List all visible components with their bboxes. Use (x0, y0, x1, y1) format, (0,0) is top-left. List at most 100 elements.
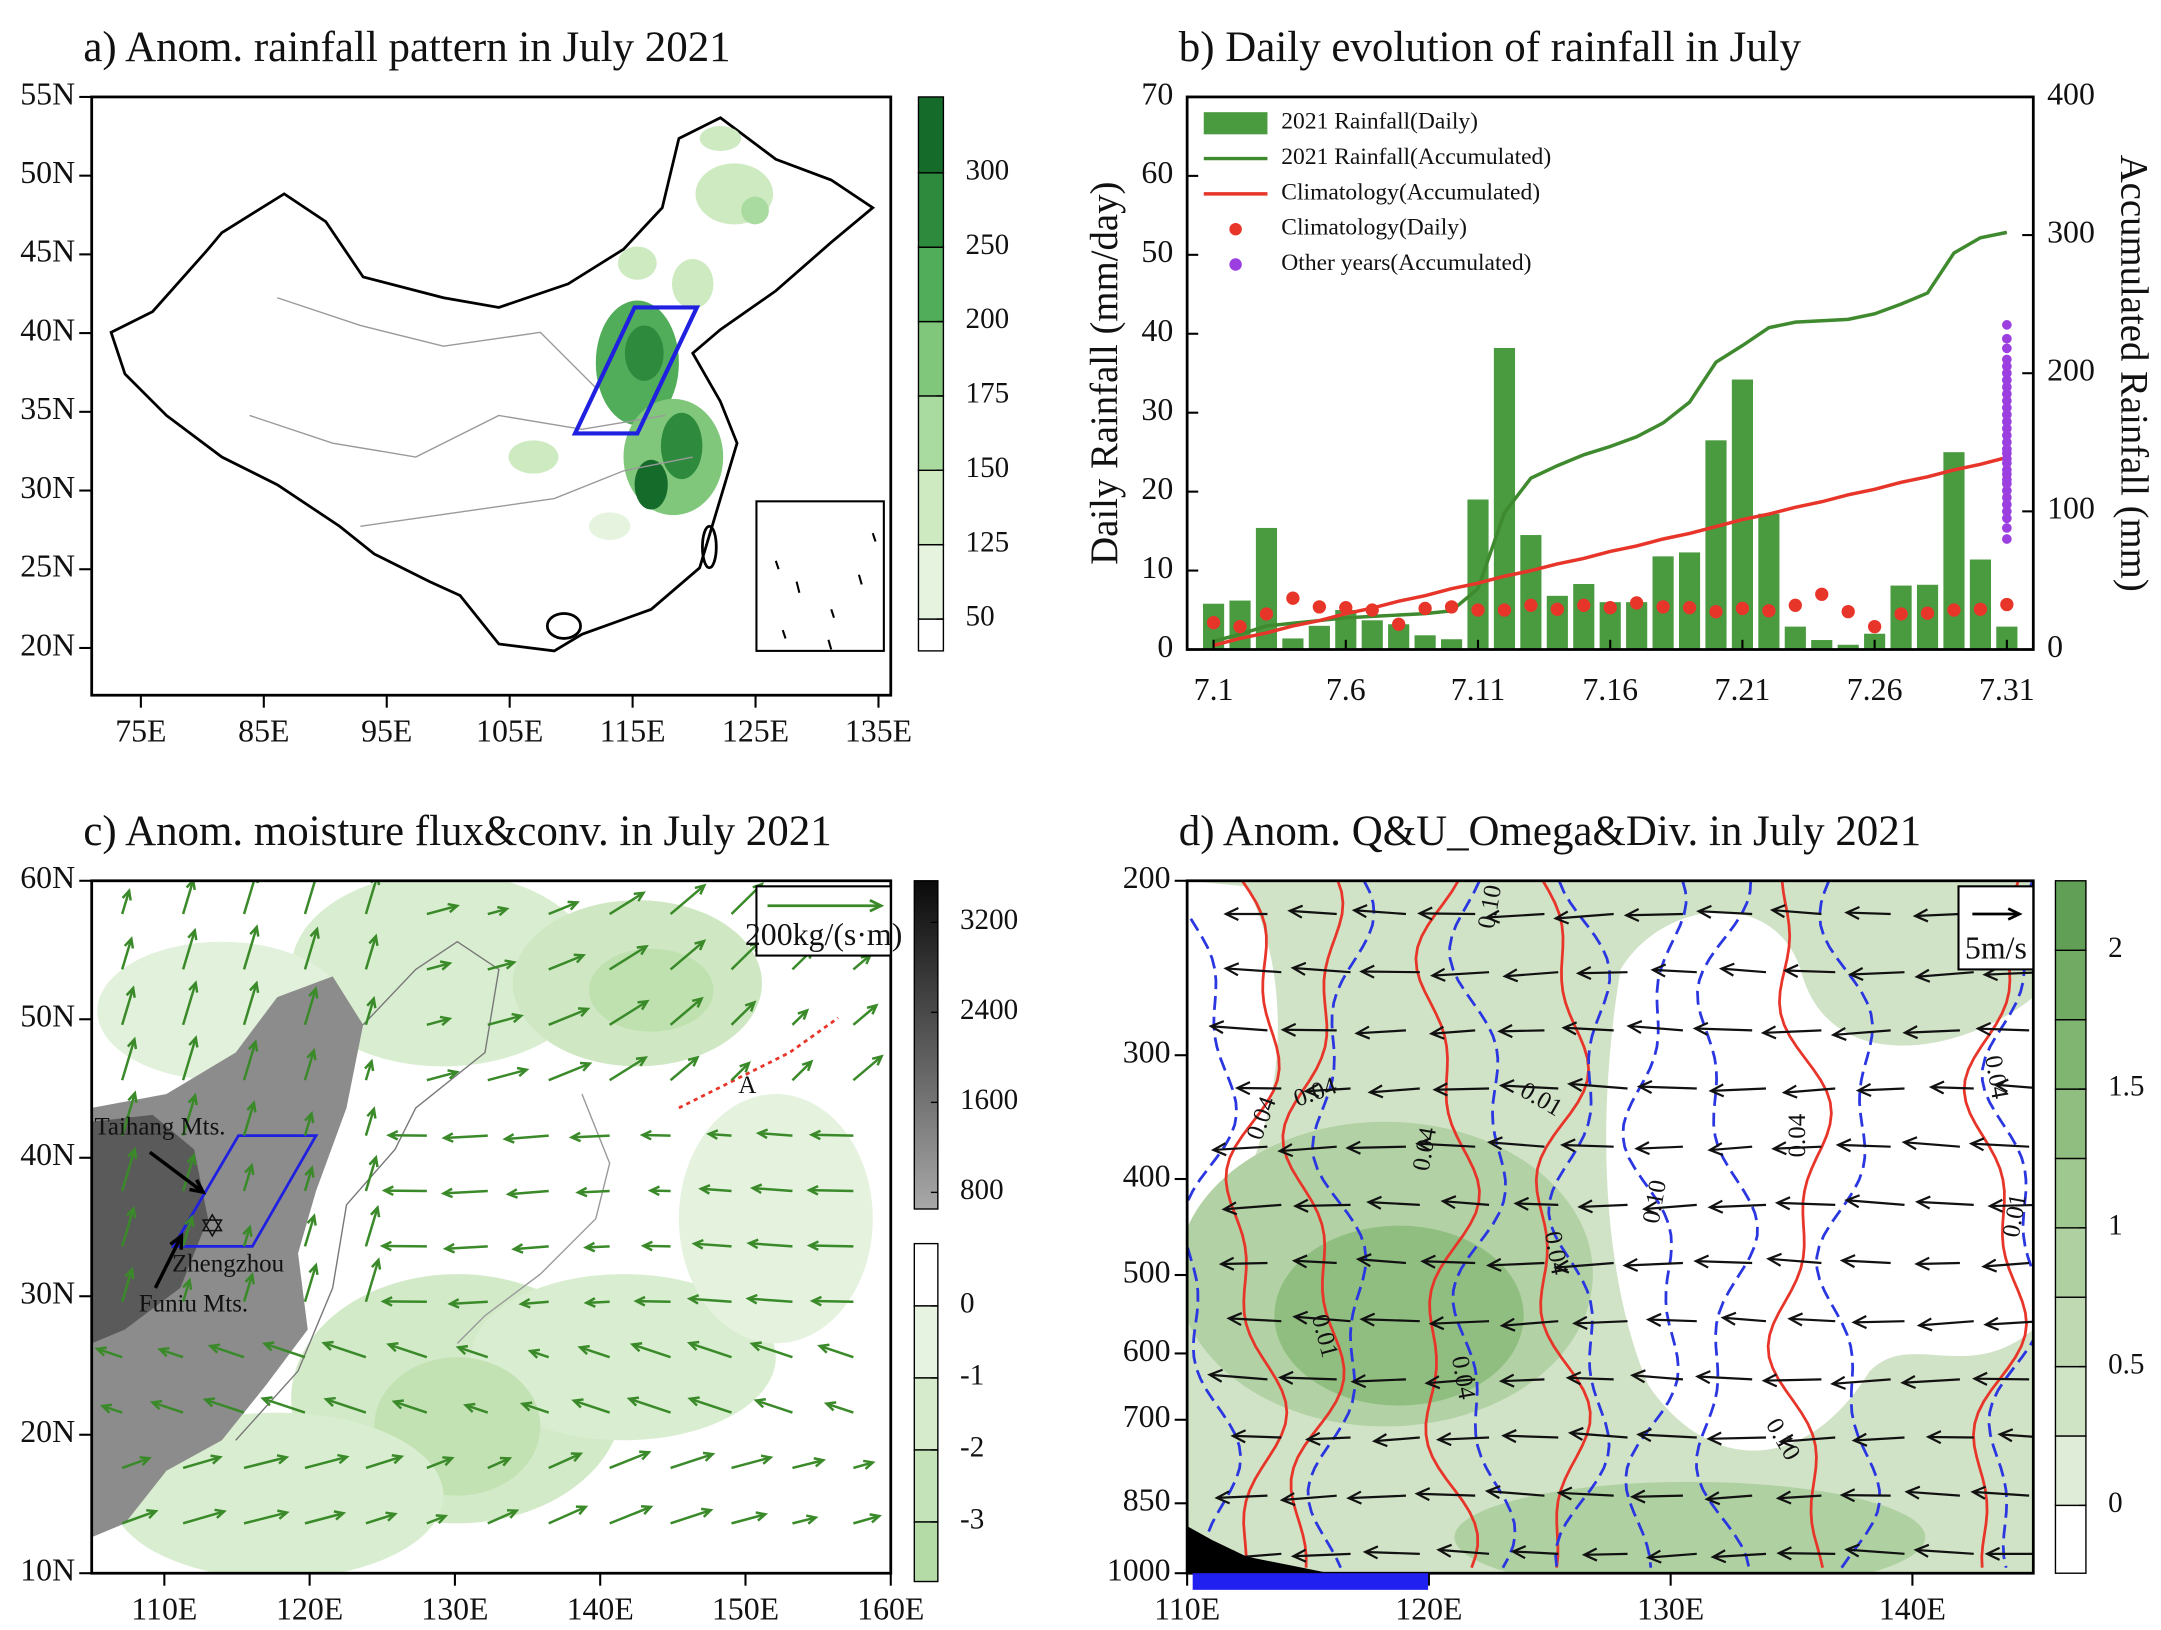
vector-shaft (1842, 1493, 1891, 1497)
mountain-arrows (148, 1150, 207, 1289)
vector-shaft (689, 1297, 732, 1304)
point (1444, 600, 1459, 614)
vector-head (1556, 1486, 1573, 1501)
vector-shaft (1906, 1490, 1960, 1497)
colorbar-label: 3200 (960, 904, 1018, 936)
point (2002, 492, 2012, 503)
vector-shaft (1846, 911, 1891, 916)
vector-shaft (852, 954, 872, 971)
vector-shaft (120, 938, 133, 970)
vector-head (1277, 1370, 1294, 1385)
vector-shaft (1223, 1203, 1282, 1211)
plot-frame (90, 95, 893, 697)
point (2002, 506, 2012, 517)
vector-shaft (755, 1399, 793, 1414)
vector-shaft (1280, 1376, 1337, 1381)
vector-head (123, 936, 135, 949)
vector-shaft (120, 1149, 136, 1192)
colorbar-segment (2054, 949, 2087, 1021)
contour-line (1695, 880, 1759, 1569)
vector-shaft (181, 880, 195, 915)
vector-shaft (204, 1398, 245, 1414)
vector-head (1567, 1426, 1584, 1441)
vector-head (1497, 1024, 1513, 1039)
vector-head (439, 1015, 453, 1027)
vector-head (379, 1240, 392, 1252)
vector-head (455, 1344, 469, 1356)
bar (1943, 452, 1965, 650)
vector-head (1498, 1373, 1515, 1388)
bar (1414, 635, 1436, 650)
vector-head (813, 1457, 827, 1468)
point (2002, 368, 2012, 379)
vector-shaft (242, 1226, 252, 1247)
vector-shaft (393, 1400, 428, 1414)
colorbar-segment (917, 96, 945, 174)
rain-anomaly (741, 196, 769, 225)
vector-head (862, 1459, 876, 1470)
inset-island (795, 581, 801, 593)
vector-head (1650, 963, 1667, 978)
vector-head (1645, 1312, 1662, 1327)
colorbar-label: 2400 (960, 994, 1018, 1026)
vector-head (1354, 1025, 1371, 1040)
colorbar-label: 125 (966, 526, 1010, 558)
y-tick-label: 500 (1123, 1254, 1171, 1289)
vector-shaft (1904, 1029, 1960, 1034)
vector-head (463, 1402, 476, 1413)
vector-head (1210, 1142, 1227, 1157)
vector-shaft (731, 1513, 766, 1525)
vector-head (261, 1341, 275, 1352)
point (1973, 602, 1988, 616)
point (1550, 602, 1564, 616)
point (1841, 604, 1855, 619)
vector-shaft (1784, 1087, 1836, 1094)
vector-head (571, 1398, 584, 1409)
vector-head (370, 1257, 382, 1270)
vector-shaft (243, 1511, 288, 1525)
vector-head (1414, 1487, 1431, 1502)
vector-shaft (1995, 1083, 2034, 1089)
vector-head (94, 1346, 108, 1357)
vector-shaft (1710, 1087, 1767, 1093)
vector-shaft (694, 1242, 732, 1248)
vector-head (1214, 1490, 1231, 1505)
vector-head (184, 1214, 195, 1228)
vector-head (499, 1456, 513, 1467)
contour-line (1224, 880, 1289, 1568)
vector-shaft (1434, 1087, 1490, 1091)
inset-island (857, 574, 863, 585)
vector-shaft (1915, 1548, 1974, 1555)
vector-head (637, 999, 650, 1011)
vector-head (1420, 1254, 1436, 1269)
vector-head (1304, 1431, 1321, 1446)
vector-shaft (826, 1402, 854, 1414)
vector-head (1902, 1025, 1919, 1040)
vector-shaft (445, 1245, 488, 1250)
vector-head (210, 1454, 223, 1465)
vector-head (1634, 1141, 1650, 1156)
vector-shaft (1721, 967, 1767, 974)
vector-shaft (1644, 1203, 1697, 1211)
vector-shaft (1722, 1316, 1767, 1323)
vector-shaft (1858, 1087, 1905, 1092)
vector-shaft (571, 1134, 610, 1139)
terrain (91, 976, 364, 1538)
vector-head (1695, 1370, 1711, 1385)
y-tick-label: 300 (1123, 1035, 1171, 1070)
vector-shaft (730, 1062, 750, 1082)
vector-head (567, 900, 580, 911)
vector-shaft (1503, 1434, 1559, 1439)
vector-head (1928, 1080, 1945, 1095)
vector-head (244, 1162, 255, 1176)
vector-head (579, 1061, 593, 1072)
colorbar-label: 1600 (960, 1084, 1018, 1116)
vector-head (1303, 1083, 1320, 1098)
vector-shaft (578, 1189, 610, 1194)
vector-head (871, 1054, 884, 1066)
vector-shaft (1361, 970, 1420, 974)
vector-shaft (1555, 1261, 1614, 1269)
vector-head (127, 1090, 138, 1103)
point (2002, 416, 2012, 427)
rain-anomaly (624, 325, 664, 381)
